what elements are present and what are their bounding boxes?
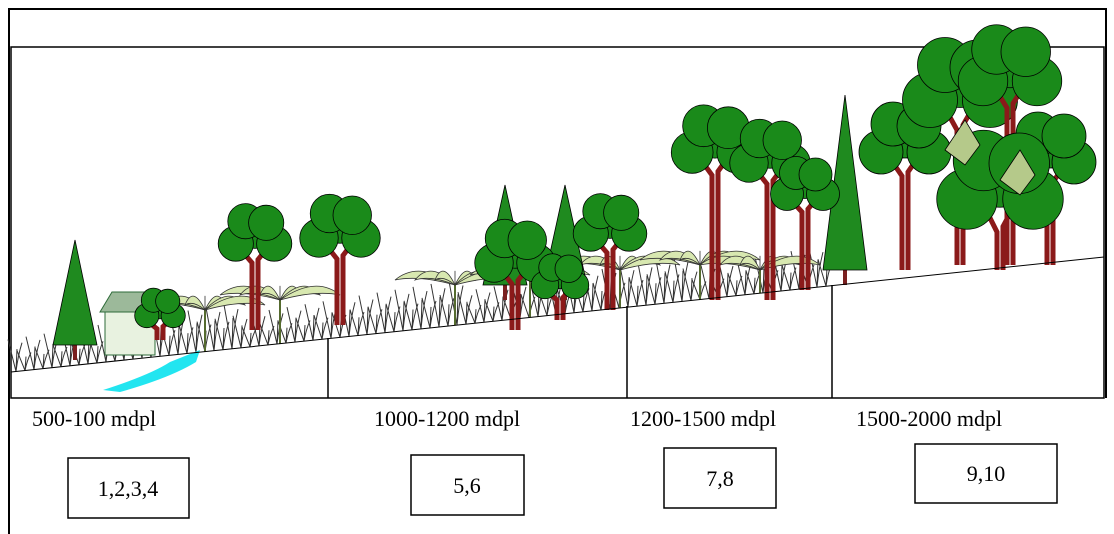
canopy [763, 121, 802, 160]
grass [719, 263, 733, 297]
zone-labels: 500-100 mdpl 1000-1200 mdpl 1200-1500 md… [32, 406, 1002, 431]
canopy [604, 195, 639, 230]
zone-boxes [68, 444, 1057, 518]
canopy [333, 196, 372, 235]
canopy [1042, 114, 1086, 158]
canopy [249, 205, 284, 240]
zone-label: 1000-1200 mdpl [374, 406, 520, 431]
grass [305, 304, 319, 340]
grass [458, 292, 472, 324]
grass [476, 289, 490, 322]
grass [683, 268, 697, 300]
canopy [799, 158, 832, 191]
grass [8, 339, 22, 371]
zone-label: 500-100 mdpl [32, 406, 156, 431]
conifer [53, 240, 97, 345]
zone-box-texts: 1,2,3,4 5,6 7,8 9,10 [98, 461, 1006, 501]
zone-label: 1500-2000 mdpl [856, 406, 1002, 431]
zone-box-text: 7,8 [706, 466, 734, 491]
grass [233, 316, 247, 348]
canopy [156, 289, 180, 313]
zone-box-text: 9,10 [967, 461, 1006, 486]
canopy [555, 255, 583, 283]
grass [26, 337, 40, 370]
trunk [701, 156, 729, 300]
trunk [891, 156, 919, 270]
grass [647, 274, 661, 304]
zone-label: 1200-1500 mdpl [630, 406, 776, 431]
grass [287, 307, 301, 342]
vegetation [8, 25, 1096, 372]
canopy [508, 221, 547, 260]
zone-box-text: 1,2,3,4 [98, 476, 159, 501]
canopy [1001, 27, 1051, 77]
grass [422, 298, 436, 328]
diagram: 500-100 mdpl 1000-1200 mdpl 1200-1500 md… [0, 0, 1114, 534]
zone-box-text: 5,6 [453, 473, 481, 498]
